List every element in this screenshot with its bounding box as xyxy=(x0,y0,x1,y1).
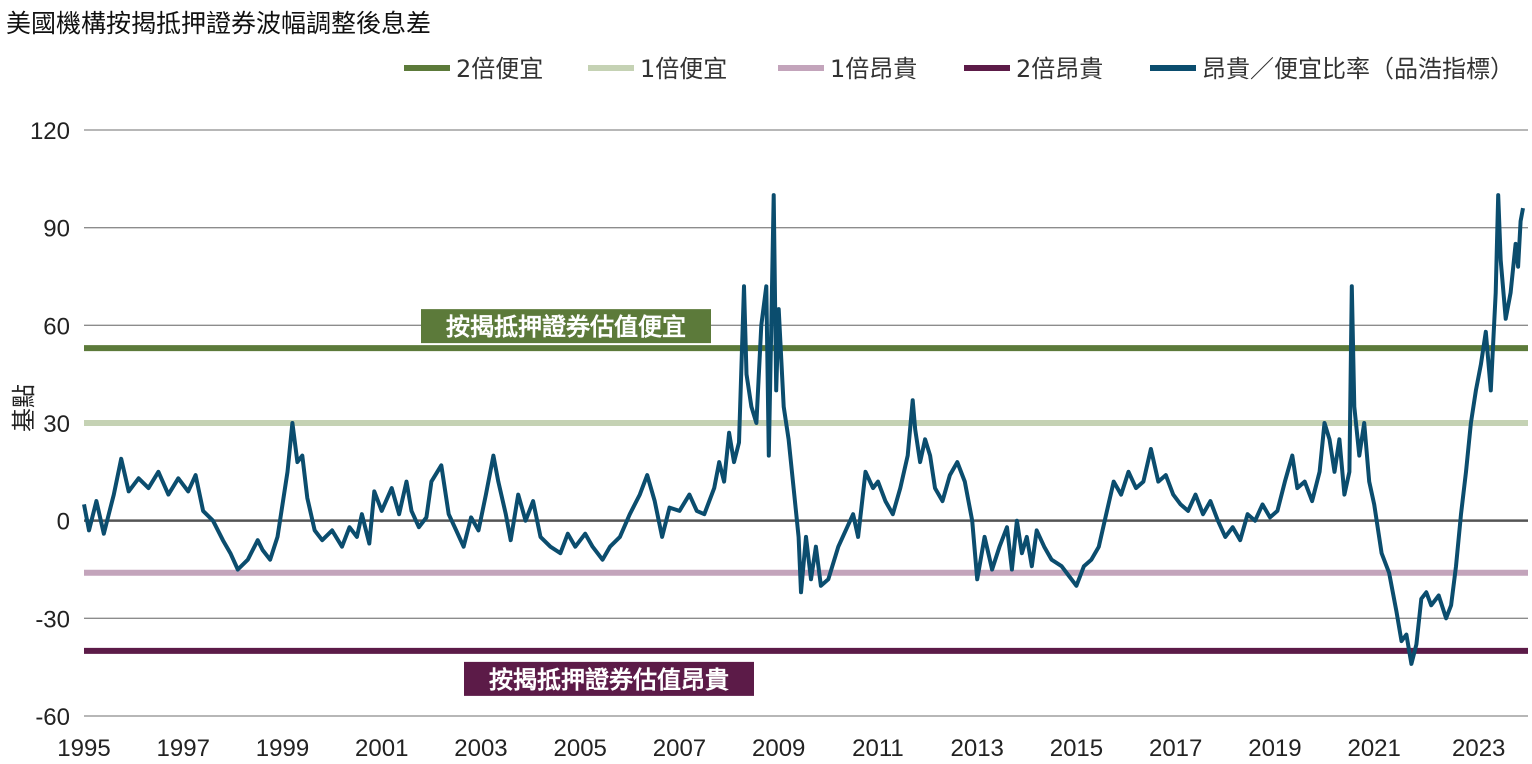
y-axis-labels: 120 90 60 30 0 -30 -60 xyxy=(30,118,70,731)
x-tick-label: 2019 xyxy=(1248,735,1301,762)
x-tick-label: 1997 xyxy=(157,735,210,762)
series-group xyxy=(82,193,1525,666)
zone-label-box xyxy=(464,661,754,696)
x-tick-label: 2009 xyxy=(752,735,805,762)
y-tick-label: -30 xyxy=(35,606,70,633)
reference-lines xyxy=(84,345,1528,654)
zone-label: 按揭抵押證券估值昂貴 xyxy=(489,666,729,694)
zone-label-box xyxy=(421,309,711,344)
legend-label: 1倍昂貴 xyxy=(830,55,917,83)
y-tick-label: -60 xyxy=(35,704,70,731)
x-tick-label: 2015 xyxy=(1050,735,1103,762)
x-axis-labels: 1995 1997 1999 2001 2003 2005 2007 2009 2011 2013… xyxy=(57,735,1505,762)
y-tick-label: 90 xyxy=(43,216,70,243)
legend: 2倍便宜 1倍便宜 1倍昂貴 2倍昂貴 昂貴／便宜比率（品浩指標） xyxy=(404,55,1514,83)
x-tick-label: 2023 xyxy=(1452,735,1505,762)
legend-label: 2倍昂貴 xyxy=(1016,55,1103,83)
y-tick-label: 0 xyxy=(57,509,70,536)
series-line xyxy=(82,193,1525,666)
y-tick-label: 60 xyxy=(43,313,70,340)
x-tick-label: 2005 xyxy=(554,735,607,762)
x-tick-label: 2011 xyxy=(852,735,904,762)
y-tick-label: 30 xyxy=(43,411,70,438)
x-tick-label: 2017 xyxy=(1149,735,1202,762)
x-tick-label: 2007 xyxy=(653,735,706,762)
x-tick-label: 1999 xyxy=(256,735,309,762)
x-tick-label: 2001 xyxy=(355,735,408,762)
legend-label: 2倍便宜 xyxy=(456,55,543,83)
x-tick-label: 2003 xyxy=(454,735,507,762)
legend-label: 1倍便宜 xyxy=(640,55,727,83)
zone-label: 按揭抵押證券估值便宜 xyxy=(446,313,686,341)
x-tick-label: 1995 xyxy=(57,735,110,762)
x-tick-label: 2013 xyxy=(951,735,1004,762)
legend-label: 昂貴／便宜比率（品浩指標） xyxy=(1202,55,1514,83)
chart-title: 美國機構按揭抵押證券波幅調整後息差 xyxy=(6,9,432,38)
x-tick-label: 2021 xyxy=(1347,735,1400,762)
y-tick-label: 120 xyxy=(30,118,70,145)
y-axis-title: 基點 xyxy=(10,384,38,432)
